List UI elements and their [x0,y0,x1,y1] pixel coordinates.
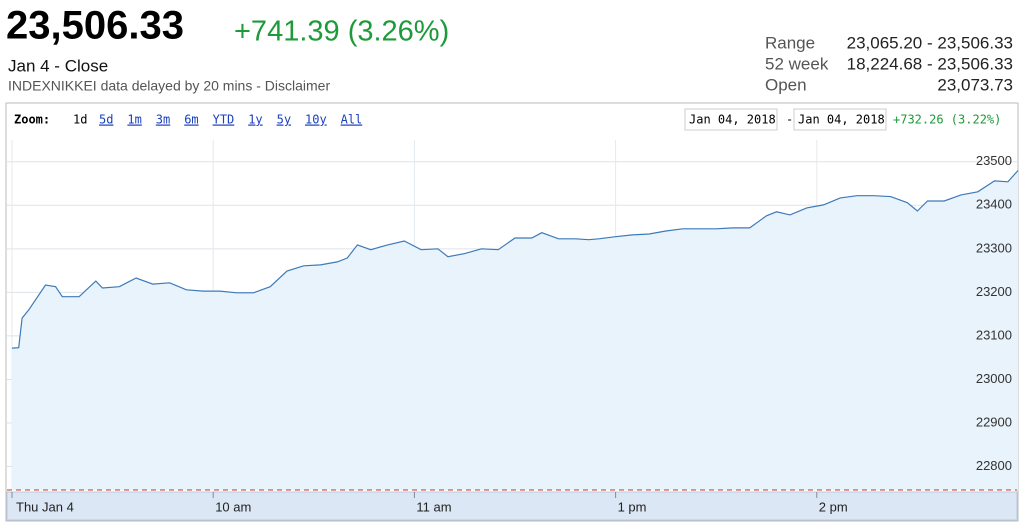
x-tick-label: 10 am [215,499,251,514]
y-tick-label: 23200 [976,284,1012,299]
stat-value: 23,065.20 - 23,506.33 [847,33,1013,52]
x-tick-label: 11 am [416,499,451,514]
source-note: INDEXNIKKEI data delayed by 20 mins - Di… [8,78,330,94]
price: 23,506.33 [6,4,184,48]
zoom-link[interactable]: 1m [127,113,141,127]
x-tick-label: 1 pm [618,499,647,514]
date-from-box[interactable] [684,108,778,131]
zoom-link[interactable]: 3m [156,113,170,127]
x-tick-label: 2 pm [819,499,848,514]
zoom-link[interactable]: 1y [248,113,262,127]
x-axis-strip [6,491,1018,521]
date-from[interactable]: Jan 04, 2018 [689,113,776,127]
y-tick-label: 22900 [976,414,1012,429]
zoom-link[interactable]: 5y [277,113,291,127]
zoom-label: Zoom: [14,113,50,127]
stat-value: 23,073.73 [937,75,1013,94]
stat-label: 52 week [765,54,829,73]
y-tick-label: 23400 [976,197,1012,212]
date-separator: - [786,113,793,127]
range-change: +732.26 (3.22%) [893,113,1001,127]
stat-label: Open [765,75,807,94]
stat-value: 18,224.68 - 23,506.33 [847,54,1013,73]
zoom-link[interactable]: YTD [213,113,235,127]
y-tick-label: 23000 [976,371,1012,386]
price-line [11,170,1019,349]
zoom-link[interactable]: All [341,113,363,127]
stat-label: Range [765,33,815,52]
zoom-link[interactable]: 6m [184,113,198,127]
y-tick-label: 23500 [976,153,1012,168]
y-tick-label: 23100 [976,327,1012,342]
date-to[interactable]: Jan 04, 2018 [798,113,885,127]
y-tick-label: 22800 [976,458,1012,473]
zoom-link[interactable]: 5d [99,113,113,127]
price-change: +741.39 (3.26%) [234,16,449,48]
zoom-current: 1d [73,113,87,127]
y-tick-label: 23300 [976,240,1012,255]
area [12,170,1018,490]
close-date: Jan 4 - Close [8,56,108,75]
zoom-link[interactable]: 10y [305,113,327,127]
date-to-box[interactable] [793,108,887,131]
x-tick-label: Thu Jan 4 [16,499,74,514]
